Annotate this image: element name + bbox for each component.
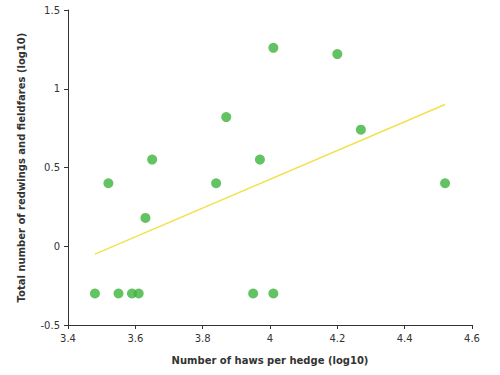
svg-text:4.4: 4.4 <box>397 333 413 344</box>
svg-text:4.2: 4.2 <box>329 333 345 344</box>
svg-text:4: 4 <box>267 333 273 344</box>
svg-text:Number of haws per hedge (log1: Number of haws per hedge (log10) <box>172 355 369 366</box>
svg-text:1: 1 <box>54 83 60 94</box>
svg-text:0: 0 <box>54 241 60 252</box>
svg-text:1.5: 1.5 <box>44 5 60 16</box>
svg-text:0.5: 0.5 <box>44 162 60 173</box>
svg-text:4.6: 4.6 <box>464 333 480 344</box>
svg-text:3.6: 3.6 <box>127 333 143 344</box>
svg-text:3.4: 3.4 <box>60 333 76 344</box>
svg-text:3.8: 3.8 <box>195 333 211 344</box>
svg-text:-0.5: -0.5 <box>40 320 60 331</box>
svg-text:Total number of redwings and f: Total number of redwings and fieldfares … <box>16 33 27 303</box>
